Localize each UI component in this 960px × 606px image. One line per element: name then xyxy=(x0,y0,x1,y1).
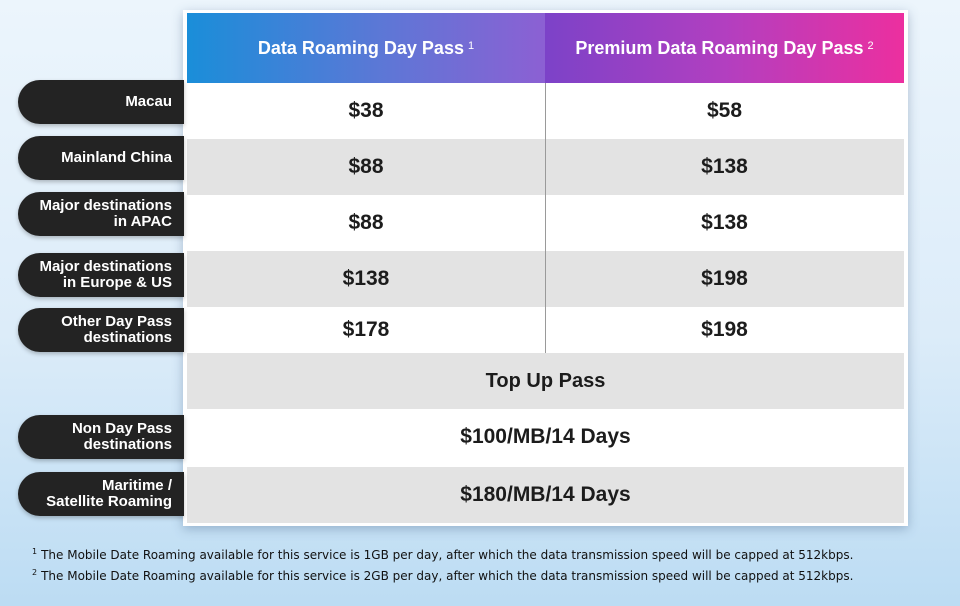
column-divider xyxy=(545,83,546,353)
table-row-non-day-pass: $100/MB/14 Days xyxy=(187,409,904,465)
row-label-text: Maritime / Satellite Roaming xyxy=(46,477,172,510)
price-day-pass: $88 xyxy=(348,211,384,234)
footnote-text: The Mobile Date Roaming available for th… xyxy=(41,569,854,583)
row-label-text: Mainland China xyxy=(61,149,172,166)
footnote-2: 2 The Mobile Date Roaming available for t… xyxy=(32,564,853,585)
row-label-mainland-china: Mainland China xyxy=(18,136,184,180)
footnotes: 1 The Mobile Date Roaming available for t… xyxy=(32,543,853,585)
price-premium-day-pass: $138 xyxy=(701,211,748,234)
column-header-day-pass-label: Data Roaming Day Pass xyxy=(257,37,464,58)
table-row-top-up-title: Top Up Pass xyxy=(187,353,904,409)
row-label-apac: Major destinations in APAC xyxy=(18,192,184,236)
row-label-non-day-pass: Non Day Pass destinations xyxy=(18,415,184,459)
price-day-pass: $38 xyxy=(348,99,384,122)
price-day-pass: $178 xyxy=(342,318,390,341)
column-header-day-pass: Data Roaming Day Pass 1 xyxy=(187,13,545,83)
footnote-text: The Mobile Date Roaming available for th… xyxy=(41,548,854,562)
row-label-maritime: Maritime / Satellite Roaming xyxy=(18,472,184,516)
price-premium-day-pass: $138 xyxy=(701,155,748,178)
column-header-premium-day-pass: Premium Data Roaming Day Pass 2 xyxy=(545,13,904,83)
price-premium-day-pass: $198 xyxy=(701,318,748,341)
price-day-pass: $138 xyxy=(342,267,390,290)
footnote-mark: 2 xyxy=(32,568,38,577)
price-premium-day-pass: $198 xyxy=(701,267,748,290)
footnote-mark: 1 xyxy=(32,547,38,556)
row-label-other-day-pass: Other Day Pass destinations xyxy=(18,308,184,352)
price-premium-day-pass: $58 xyxy=(706,99,743,122)
table-row-other-day-pass: $178 $198 xyxy=(187,307,904,353)
row-label-text: Major destinations in Europe & US xyxy=(39,258,172,291)
footnote-marker-2: 2 xyxy=(867,40,874,52)
row-label-text: Major destinations in APAC xyxy=(39,197,172,230)
row-label-europe-us: Major destinations in Europe & US xyxy=(18,253,184,297)
top-up-price: $180/MB/14 Days xyxy=(460,483,631,506)
pricing-table: Data Roaming Day Pass 1 Premium Data Roam… xyxy=(183,10,908,526)
footnote-1: 1 The Mobile Date Roaming available for t… xyxy=(32,543,853,564)
row-label-text: Other Day Pass destinations xyxy=(61,313,172,346)
footnote-marker-1: 1 xyxy=(467,40,475,52)
table-row-macau: $38 $58 xyxy=(187,83,904,139)
row-label-text: Non Day Pass destinations xyxy=(71,420,172,453)
column-header-premium-day-pass-label: Premium Data Roaming Day Pass xyxy=(575,37,864,58)
table-row-maritime: $180/MB/14 Days xyxy=(187,467,904,523)
price-day-pass: $88 xyxy=(348,155,384,178)
row-label-text: Macau xyxy=(125,93,172,110)
top-up-price: $100/MB/14 Days xyxy=(460,425,631,448)
row-label-macau: Macau xyxy=(18,80,184,124)
table-row-apac: $88 $138 xyxy=(187,195,904,251)
top-up-pass-title: Top Up Pass xyxy=(485,369,606,392)
